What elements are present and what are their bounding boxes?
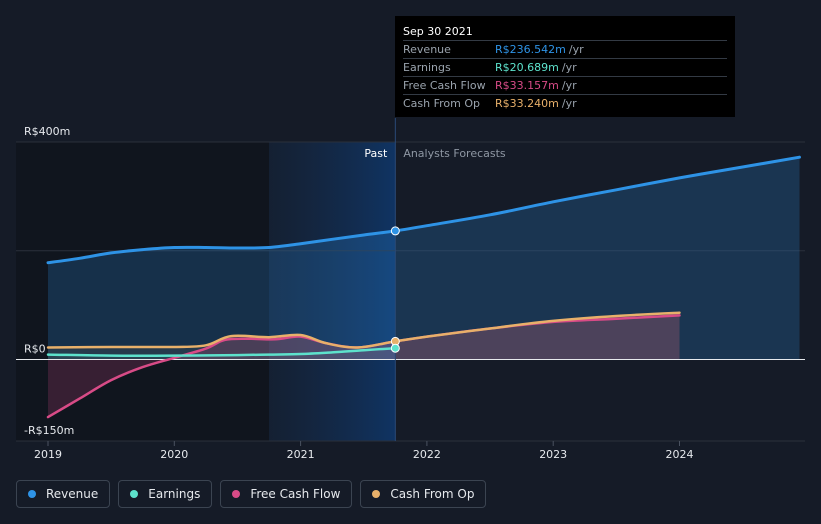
legend-item-cash-from-op[interactable]: Cash From Op — [360, 480, 487, 508]
tooltip-label: Cash From Op — [403, 97, 481, 110]
marker-earnings[interactable] — [390, 343, 400, 353]
forecast-label: Analysts Forecasts — [403, 147, 506, 160]
legend-dot-icon — [372, 490, 381, 498]
area-revenue — [48, 157, 800, 360]
legend-item-revenue[interactable]: Revenue — [16, 480, 111, 508]
line-revenue — [46, 155, 801, 265]
tooltip-label: Revenue — [403, 43, 451, 56]
x-axis: 2019 2020 2021 2022 2023 2024 — [34, 441, 694, 461]
y-axis: R$400m R$0 -R$150m — [24, 125, 74, 437]
legend-label: Revenue — [46, 487, 99, 501]
tooltip-date: Sep 30 2021 — [403, 25, 473, 38]
legend: Revenue Earnings Free Cash Flow Cash Fro… — [16, 480, 487, 508]
tooltip-label: Free Cash Flow — [403, 79, 486, 92]
legend-label: Free Cash Flow — [250, 487, 341, 501]
tooltip-unit: /yr — [568, 43, 584, 56]
tooltip: Sep 30 2021 Revenue R$236.542m /yr Earni… — [395, 16, 735, 117]
highlight-band — [269, 142, 396, 441]
series-lines — [46, 155, 801, 419]
y-tick-label: R$400m — [24, 125, 70, 138]
x-tick-label: 2023 — [539, 448, 567, 461]
x-tick-label: 2021 — [287, 448, 315, 461]
legend-label: Cash From Op — [390, 487, 475, 501]
marker-revenue[interactable] — [390, 226, 400, 236]
tooltip-value: R$33.240m — [495, 97, 559, 110]
legend-item-earnings[interactable]: Earnings — [118, 480, 213, 508]
line-cash-from-op — [46, 311, 681, 349]
tooltip-unit: /yr — [561, 61, 577, 74]
tooltip-row-revenue: Revenue R$236.542m /yr — [403, 40, 727, 58]
tooltip-row-earnings: Earnings R$20.689m /yr — [403, 58, 727, 76]
tooltip-value: R$236.542m — [495, 43, 566, 56]
tooltip-row-cash-from-op: Cash From Op R$33.240m /yr — [403, 94, 727, 112]
tooltip-label: Earnings — [403, 61, 451, 74]
tooltip-row-free-cash-flow: Free Cash Flow R$33.157m /yr — [403, 76, 727, 94]
legend-label: Earnings — [148, 487, 201, 501]
x-tick-label: 2020 — [160, 448, 188, 461]
x-tick-label: 2024 — [666, 448, 694, 461]
x-tick-label: 2022 — [413, 448, 441, 461]
gridlines — [16, 141, 805, 442]
past-label: Past — [364, 147, 388, 160]
tooltip-value: R$20.689m — [495, 61, 559, 74]
tooltip-value: R$33.157m — [495, 79, 559, 92]
legend-dot-icon — [232, 490, 241, 498]
past-shade — [16, 142, 270, 441]
tooltip-unit: /yr — [561, 79, 577, 92]
legend-dot-icon — [130, 490, 139, 498]
area-free-cash-flow — [48, 315, 680, 418]
x-tick-label: 2019 — [34, 448, 62, 461]
legend-item-free-cash-flow[interactable]: Free Cash Flow — [220, 480, 353, 508]
y-tick-label: R$0 — [24, 342, 46, 355]
y-tick-label: -R$150m — [24, 424, 74, 437]
series-markers — [390, 226, 400, 353]
tooltip-unit: /yr — [561, 97, 577, 110]
legend-dot-icon — [28, 490, 36, 498]
line-earnings — [46, 346, 397, 357]
